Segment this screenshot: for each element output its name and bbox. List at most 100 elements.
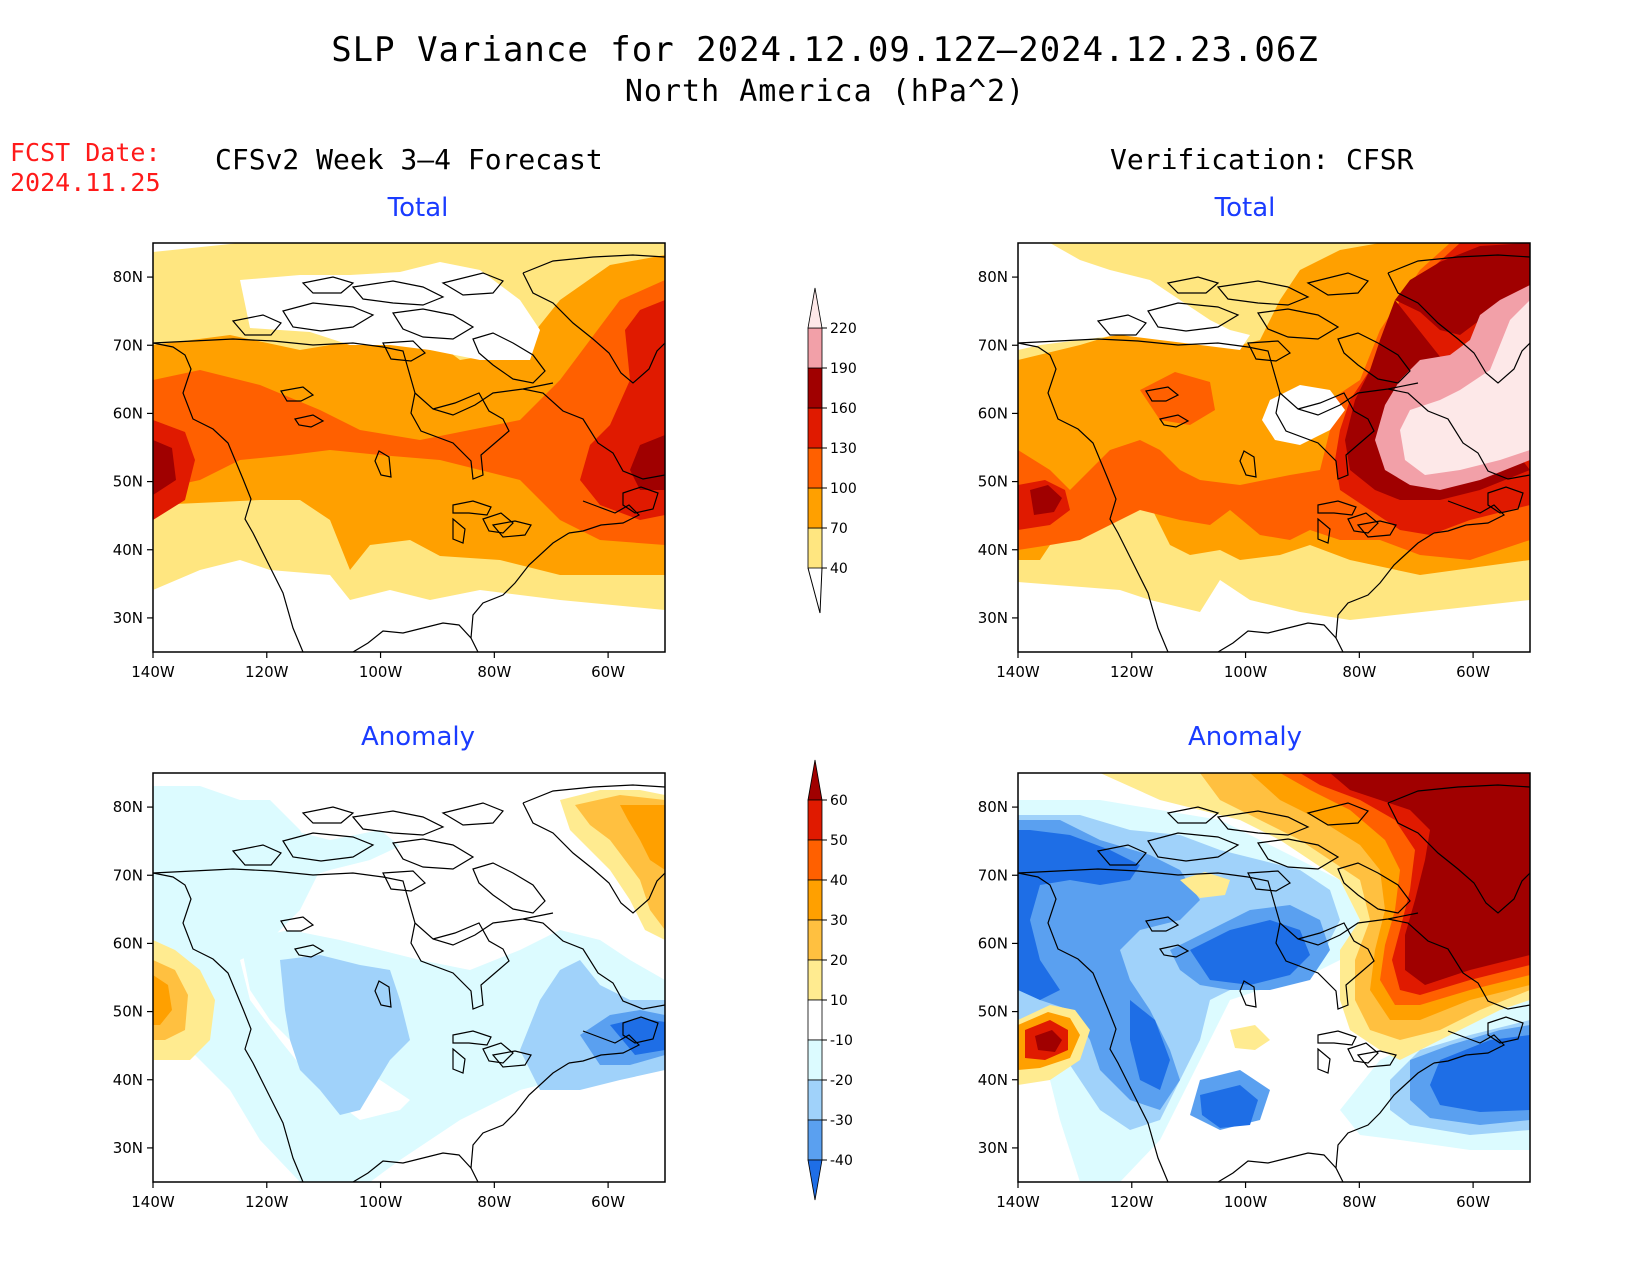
colorbar-anomaly-label: 40 bbox=[830, 873, 848, 889]
verification-header: Verification: CFSR bbox=[1110, 143, 1414, 176]
lat-tick-label: 50N bbox=[113, 1003, 143, 1021]
chart-subtitle: North America (hPa^2) bbox=[624, 74, 1026, 109]
colorbar-anomaly-label: 60 bbox=[830, 793, 848, 809]
ver-total-160-band bbox=[1395, 243, 1530, 335]
colorbar-anomaly-label: 50 bbox=[830, 833, 848, 849]
colorbar-total-label: 130 bbox=[830, 441, 857, 457]
lon-tick-label: 140W bbox=[131, 1193, 175, 1211]
fc-total-160-band bbox=[153, 440, 176, 495]
lon-tick-label: 60W bbox=[1456, 1193, 1490, 1211]
fc-anom-left-positive-30 bbox=[153, 975, 172, 1025]
colorbar-total-label: 40 bbox=[830, 561, 848, 577]
lon-tick-label: 100W bbox=[1224, 1193, 1268, 1211]
lon-tick-label: 140W bbox=[996, 663, 1040, 681]
lat-tick-label: 40N bbox=[113, 1071, 143, 1089]
lat-tick-label: 70N bbox=[978, 336, 1008, 354]
lon-tick-label: 120W bbox=[245, 663, 289, 681]
colorbar-anomaly-swatch bbox=[807, 999, 823, 1041]
ver-total-white-hudson bbox=[1262, 385, 1345, 445]
ver-total-220-band bbox=[1400, 300, 1530, 475]
lat-tick-label: 50N bbox=[113, 473, 143, 491]
colorbar-total-swatch bbox=[807, 367, 823, 409]
ver-anom-neg40-band bbox=[1190, 920, 1310, 985]
colorbar-total-swatch bbox=[807, 447, 823, 489]
chart-title: SLP Variance for 2024.12.09.12Z–2024.12.… bbox=[331, 30, 1319, 70]
ver-anom-left-positive-60 bbox=[1035, 1030, 1062, 1052]
colorbar-anomaly-swatch bbox=[807, 1079, 823, 1121]
lat-tick-label: 40N bbox=[978, 1071, 1008, 1089]
ver-total-160-band bbox=[1030, 485, 1062, 515]
lat-tick-label: 30N bbox=[113, 609, 143, 627]
colorbar-anomaly-label: -30 bbox=[830, 1113, 853, 1129]
map-forecast-total bbox=[152, 242, 666, 653]
lat-tick-label: 50N bbox=[978, 473, 1008, 491]
lon-tick-label: 60W bbox=[591, 663, 625, 681]
ver-anom-60-band bbox=[1330, 773, 1530, 985]
lat-tick-label: 60N bbox=[113, 934, 143, 952]
colorbar-total-swatch bbox=[807, 527, 823, 569]
ver-anom-neg40-band bbox=[1130, 1000, 1170, 1090]
lat-tick-label: 70N bbox=[113, 866, 143, 884]
colorbar-total-cap bbox=[807, 287, 823, 329]
fc-anom-neg40-band bbox=[610, 1018, 665, 1055]
lon-tick-label: 120W bbox=[1110, 663, 1154, 681]
fcst-date-value: 2024.11.25 bbox=[10, 168, 161, 197]
colorbar-anomaly-label: -20 bbox=[830, 1073, 853, 1089]
colorbar-anomaly-label: -40 bbox=[830, 1153, 853, 1169]
lon-tick-label: 120W bbox=[245, 1193, 289, 1211]
fcst-date-label: FCST Date: bbox=[10, 138, 161, 167]
lat-tick-label: 60N bbox=[978, 404, 1008, 422]
colorbar-anomaly-swatch bbox=[807, 1039, 823, 1081]
colorbar-total-label: 100 bbox=[830, 481, 857, 497]
panel-title-fc-total: Total bbox=[387, 193, 449, 223]
fc-anom-neg20-band bbox=[280, 955, 410, 1115]
colorbar-anomaly-swatch bbox=[807, 959, 823, 1001]
lon-tick-label: 60W bbox=[1456, 663, 1490, 681]
colorbar-total-label: 70 bbox=[830, 521, 848, 537]
lat-tick-label: 30N bbox=[113, 1139, 143, 1157]
lat-tick-label: 40N bbox=[978, 541, 1008, 559]
colorbar-anomaly-label: -10 bbox=[830, 1033, 853, 1049]
colorbar-total-swatch bbox=[807, 327, 823, 369]
forecast-header: CFSv2 Week 3–4 Forecast bbox=[215, 143, 603, 176]
lat-tick-label: 40N bbox=[113, 541, 143, 559]
lon-tick-label: 80W bbox=[477, 663, 511, 681]
lon-tick-label: 60W bbox=[591, 1193, 625, 1211]
lat-tick-label: 50N bbox=[978, 1003, 1008, 1021]
lon-tick-label: 100W bbox=[359, 663, 403, 681]
lon-tick-label: 80W bbox=[1342, 1193, 1376, 1211]
colorbar-anomaly-label: 20 bbox=[830, 953, 848, 969]
colorbar-anomaly-label: 10 bbox=[830, 993, 848, 1009]
ver-anom-neg40-band bbox=[1430, 1035, 1530, 1112]
colorbar-total-label: 160 bbox=[830, 401, 857, 417]
lat-tick-label: 80N bbox=[978, 798, 1008, 816]
ver-total-100-blob bbox=[1140, 372, 1215, 425]
lon-tick-label: 100W bbox=[1224, 663, 1268, 681]
colorbar-anomaly-swatch bbox=[807, 879, 823, 921]
lon-tick-label: 140W bbox=[996, 1193, 1040, 1211]
lat-tick-label: 80N bbox=[113, 798, 143, 816]
lat-tick-label: 70N bbox=[978, 866, 1008, 884]
lat-tick-label: 30N bbox=[978, 1139, 1008, 1157]
ver-anom-neg40-band bbox=[1018, 830, 1140, 1000]
map-verification-anomaly bbox=[1017, 772, 1531, 1183]
lon-tick-label: 100W bbox=[359, 1193, 403, 1211]
lat-tick-label: 30N bbox=[978, 609, 1008, 627]
axes-layer: 140W 120W 100W 80W 60W 80N 70N 60N 50N 40N 30N 140W… bbox=[113, 268, 1491, 1211]
colorbar-anomaly-label: 30 bbox=[830, 913, 848, 929]
fc-total-white-arctic bbox=[240, 262, 540, 360]
lat-tick-label: 80N bbox=[978, 268, 1008, 286]
lat-tick-label: 60N bbox=[113, 404, 143, 422]
ver-total-white-arctic bbox=[1018, 243, 1250, 350]
colorbar-anomaly-swatch bbox=[807, 1119, 823, 1161]
map-forecast-anomaly bbox=[152, 772, 666, 1183]
colorbar-anomaly-swatch bbox=[807, 799, 823, 841]
ver-anom-neg40-band bbox=[1200, 1085, 1258, 1128]
lat-tick-label: 70N bbox=[113, 336, 143, 354]
lat-tick-label: 80N bbox=[113, 268, 143, 286]
fc-anom-neg10-arctic bbox=[230, 830, 400, 880]
lon-tick-label: 80W bbox=[1342, 663, 1376, 681]
colorbar-total-tail bbox=[807, 567, 823, 614]
colorbar-anomaly: 60 50 40 30 20 10 -10 -20 -30 -40 bbox=[807, 759, 853, 1201]
